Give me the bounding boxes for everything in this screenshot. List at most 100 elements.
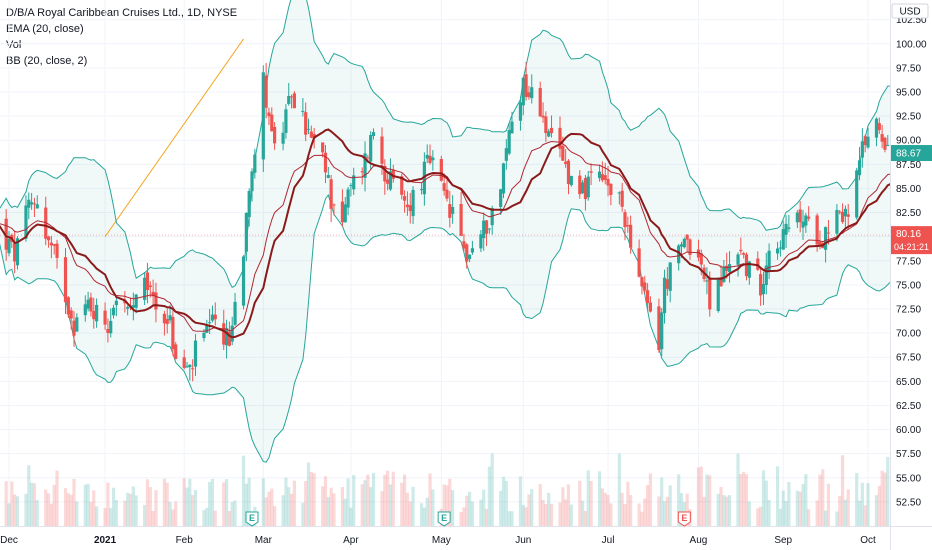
candle-body	[467, 254, 472, 260]
volume-bar	[148, 487, 152, 526]
candle-body	[564, 161, 568, 164]
volume-bar	[123, 500, 127, 526]
volume-bar	[126, 492, 130, 526]
candle-body	[126, 307, 130, 309]
volume-bar	[205, 507, 209, 526]
candle-body	[640, 277, 644, 287]
volume-bar	[843, 499, 847, 526]
candle-body	[191, 368, 195, 370]
volume-bar	[499, 490, 503, 526]
volume-bar	[795, 490, 799, 526]
candle-body	[185, 366, 189, 368]
candle-body	[668, 262, 672, 291]
volume-bar	[784, 500, 788, 526]
candle-body	[321, 142, 325, 153]
volume-bar	[69, 494, 73, 526]
candle-body	[510, 121, 514, 134]
symbol-title[interactable]: D/B/A Royal Caribbean Cruises Ltd., 1D, …	[6, 7, 238, 19]
candle-body	[193, 340, 198, 367]
candle-body	[52, 244, 56, 246]
candle-body	[349, 185, 353, 187]
trend-line[interactable]	[104, 38, 244, 237]
candle-body	[583, 178, 588, 200]
y-tick-label: 100.00	[896, 39, 927, 50]
candle-body	[49, 242, 53, 246]
volume-bar	[484, 508, 489, 526]
candle-body	[807, 216, 811, 219]
x-tick-label: Jul	[602, 535, 615, 546]
candle-body	[801, 221, 805, 228]
candle-body	[451, 206, 455, 214]
last-price-label: 88.67	[896, 149, 921, 160]
candle-body	[306, 128, 311, 130]
cursor-price-label: 80.16	[896, 229, 921, 240]
candle-body	[411, 189, 415, 217]
volume-bar	[332, 493, 336, 526]
volume-bar	[400, 482, 404, 526]
candle-body	[292, 93, 296, 109]
volume-bar	[222, 482, 226, 526]
volume-bar	[411, 486, 415, 526]
volume-bar	[261, 478, 265, 526]
volume-bar	[287, 487, 291, 526]
candle-body	[696, 249, 701, 258]
candle-body	[213, 314, 217, 320]
volume-bar	[270, 488, 274, 526]
candle-body	[589, 171, 593, 173]
volume-bar	[171, 509, 175, 526]
candle-body	[778, 247, 783, 249]
candle-body	[538, 87, 542, 117]
candle-body	[366, 157, 370, 159]
volume-bar	[883, 472, 887, 526]
volume-bar	[818, 474, 822, 526]
volume-bar	[824, 510, 828, 526]
volume-bar	[645, 485, 650, 526]
candle-body	[151, 291, 155, 297]
candle-body	[462, 241, 466, 249]
candle-body	[405, 204, 410, 208]
candle-body	[682, 238, 686, 248]
candle-body	[267, 112, 271, 117]
volume-bar	[648, 473, 653, 526]
volume-bar	[518, 476, 523, 526]
volume-bar	[696, 467, 701, 526]
volume-bar	[660, 477, 664, 526]
volume-bar	[386, 470, 390, 526]
legend-vol[interactable]: Vol	[6, 39, 22, 51]
volume-bar	[549, 503, 554, 526]
candle-body	[699, 253, 703, 265]
candle-body	[756, 258, 760, 270]
candle-body	[111, 307, 116, 316]
legend-bb[interactable]: BB (20, close, 2)	[6, 55, 88, 67]
volume-bar	[778, 508, 783, 526]
volume-bar	[363, 480, 367, 526]
candle-body	[264, 75, 268, 108]
legend-ema[interactable]: EMA (20, close)	[6, 23, 84, 35]
y-tick-label: 67.50	[896, 353, 921, 364]
candle-body	[106, 328, 110, 333]
candle-body	[863, 136, 867, 146]
volume-bar	[530, 489, 534, 526]
volume-bar	[804, 474, 808, 526]
volume-bar	[182, 478, 186, 526]
volume-bar	[855, 473, 859, 526]
y-tick-label: 52.50	[896, 497, 921, 508]
volume-bar	[558, 502, 562, 526]
candle-body	[541, 115, 545, 118]
candle-body	[44, 207, 48, 239]
volume-bar	[165, 482, 169, 526]
candle-body	[524, 74, 528, 97]
volume-bar	[589, 481, 593, 526]
candle-body	[205, 324, 209, 333]
currency-label: USD	[899, 7, 920, 18]
volume-bar	[35, 500, 39, 526]
candle-body	[597, 171, 602, 178]
candle-body	[233, 301, 237, 325]
candle-body	[363, 153, 367, 178]
candle-body	[287, 95, 291, 104]
volume-bar	[807, 509, 811, 526]
grid-lines	[0, 0, 890, 526]
volume-bar	[66, 493, 70, 526]
